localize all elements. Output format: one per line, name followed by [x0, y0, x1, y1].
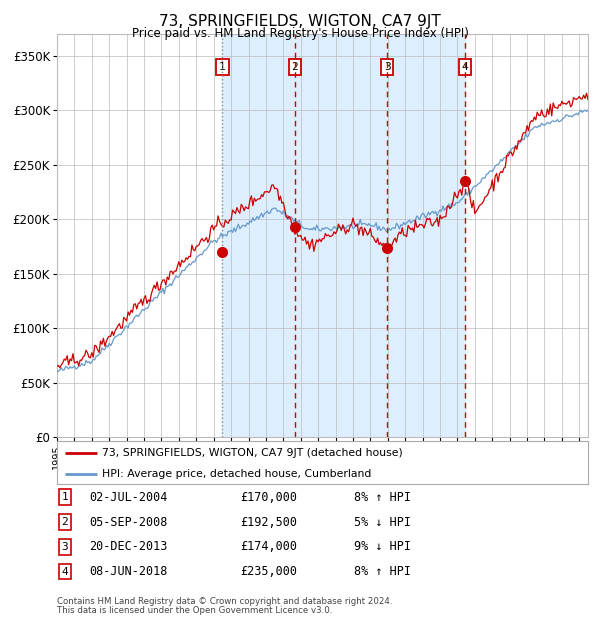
- Text: £174,000: £174,000: [240, 541, 297, 553]
- Text: Price paid vs. HM Land Registry's House Price Index (HPI): Price paid vs. HM Land Registry's House …: [131, 27, 469, 40]
- Text: 3: 3: [384, 62, 391, 72]
- Text: 2: 2: [61, 517, 68, 527]
- Text: 1: 1: [61, 492, 68, 502]
- Text: 8% ↑ HPI: 8% ↑ HPI: [354, 491, 411, 503]
- Text: 3: 3: [61, 542, 68, 552]
- Text: 1: 1: [219, 62, 226, 72]
- Text: 2: 2: [292, 62, 298, 72]
- Text: This data is licensed under the Open Government Licence v3.0.: This data is licensed under the Open Gov…: [57, 606, 332, 615]
- Text: 73, SPRINGFIELDS, WIGTON, CA7 9JT: 73, SPRINGFIELDS, WIGTON, CA7 9JT: [159, 14, 441, 29]
- Text: 02-JUL-2004: 02-JUL-2004: [89, 491, 167, 503]
- Text: 20-DEC-2013: 20-DEC-2013: [89, 541, 167, 553]
- Text: £170,000: £170,000: [240, 491, 297, 503]
- Text: £235,000: £235,000: [240, 565, 297, 578]
- Text: 05-SEP-2008: 05-SEP-2008: [89, 516, 167, 528]
- Text: 08-JUN-2018: 08-JUN-2018: [89, 565, 167, 578]
- Text: 5% ↓ HPI: 5% ↓ HPI: [354, 516, 411, 528]
- Bar: [223, 34, 465, 437]
- Text: 9% ↓ HPI: 9% ↓ HPI: [354, 541, 411, 553]
- Text: HPI: Average price, detached house, Cumberland: HPI: Average price, detached house, Cumb…: [102, 469, 371, 479]
- Text: £192,500: £192,500: [240, 516, 297, 528]
- Text: Contains HM Land Registry data © Crown copyright and database right 2024.: Contains HM Land Registry data © Crown c…: [57, 597, 392, 606]
- Text: 8% ↑ HPI: 8% ↑ HPI: [354, 565, 411, 578]
- Text: 4: 4: [462, 62, 469, 72]
- Text: 4: 4: [61, 567, 68, 577]
- Text: 73, SPRINGFIELDS, WIGTON, CA7 9JT (detached house): 73, SPRINGFIELDS, WIGTON, CA7 9JT (detac…: [102, 448, 403, 458]
